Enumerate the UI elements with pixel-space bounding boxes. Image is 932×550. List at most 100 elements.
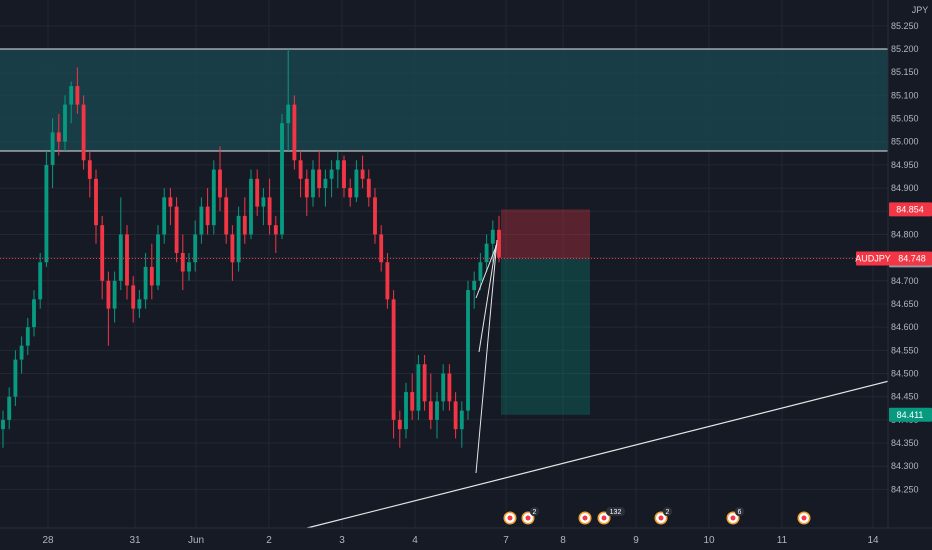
candle-body xyxy=(118,234,123,281)
time-tick-label: 11 xyxy=(777,535,788,546)
candle-body xyxy=(397,419,402,430)
short-position-tool[interactable] xyxy=(501,209,590,415)
candle-body xyxy=(7,396,12,420)
time-tick-label: 10 xyxy=(703,535,715,546)
event-marker-dot xyxy=(525,515,531,521)
candle-body xyxy=(187,262,191,272)
candle-body xyxy=(193,234,198,263)
candle-body xyxy=(44,164,49,263)
time-tick-label: 9 xyxy=(633,535,639,546)
price-tick-label: 84.900 xyxy=(891,183,919,193)
swing-line-c[interactable] xyxy=(478,244,497,353)
candle-body xyxy=(329,169,334,179)
candle-body xyxy=(280,123,284,235)
time-axis-ticks: 28 31 Jun 2 3 4 7 8 9 10 11 14 xyxy=(42,535,879,546)
price-tag-label: 84.854 xyxy=(896,204,924,214)
candle-body xyxy=(490,229,495,244)
candle-body xyxy=(1,419,5,430)
candle-body xyxy=(273,225,278,235)
candle-body xyxy=(497,229,501,258)
price-tick-label: 84.500 xyxy=(891,369,919,379)
candle-body xyxy=(25,327,30,346)
candle-body xyxy=(311,169,315,198)
candle-body xyxy=(298,160,303,179)
candle-body xyxy=(379,234,384,263)
candle-body xyxy=(81,104,86,161)
candle-body xyxy=(249,178,253,235)
resistance-zone-fill xyxy=(0,49,888,151)
candle-body xyxy=(162,197,167,235)
candle-body xyxy=(211,169,216,226)
candle-body xyxy=(466,290,470,411)
candle-body xyxy=(56,132,61,142)
candle-body xyxy=(224,197,229,235)
support-trendline[interactable] xyxy=(306,379,894,529)
event-marker-dot xyxy=(801,515,807,521)
swing-line-a[interactable] xyxy=(475,239,498,474)
event-marker-dot xyxy=(601,515,607,521)
candle-body xyxy=(404,392,408,430)
time-tick-label: 28 xyxy=(42,535,54,546)
candle-body xyxy=(75,86,80,105)
candle-body xyxy=(422,364,427,402)
stop-loss-zone[interactable] xyxy=(501,209,590,259)
take-profit-zone[interactable] xyxy=(501,258,590,415)
time-tick-label: 7 xyxy=(503,535,509,546)
event-badge-bg xyxy=(663,507,672,516)
candle-body xyxy=(348,188,353,198)
event-badge-count: 2 xyxy=(533,509,537,516)
event-marker-dot xyxy=(658,515,664,521)
price-tick-label: 85.150 xyxy=(891,67,919,77)
candle-body xyxy=(447,373,452,402)
resistance-zone xyxy=(0,48,888,152)
swing-line-b[interactable] xyxy=(475,243,498,299)
event-marker-dot xyxy=(582,515,588,521)
price-tick-label: 84.800 xyxy=(891,229,919,239)
candle-body xyxy=(205,206,210,226)
candle-body xyxy=(267,197,272,226)
candle-body xyxy=(255,178,260,207)
candle-body xyxy=(242,215,247,235)
event-markers[interactable]: 2 132 2 6 xyxy=(502,507,812,526)
price-tick-label: 85.250 xyxy=(891,21,919,31)
candle-body xyxy=(261,197,266,207)
candle-body xyxy=(131,285,136,309)
candle-body xyxy=(63,104,67,142)
candle-body xyxy=(292,104,297,161)
price-tick-label: 84.350 xyxy=(891,438,919,448)
candle-body xyxy=(19,345,24,360)
price-tick-label: 84.450 xyxy=(891,392,919,402)
candle-body xyxy=(112,280,117,309)
candle-body xyxy=(125,234,129,286)
event-badge-count: 2 xyxy=(666,509,670,516)
time-axis[interactable] xyxy=(0,528,932,550)
candlestick-series xyxy=(1,49,501,448)
candle-body xyxy=(317,169,322,189)
candle-body xyxy=(435,401,439,420)
candle-body xyxy=(236,215,241,263)
candle-body xyxy=(373,197,377,235)
event-badge-count: 132 xyxy=(610,509,622,516)
candle-body xyxy=(218,169,222,198)
drawing-overlays[interactable] xyxy=(0,239,894,529)
candle-body xyxy=(13,359,18,397)
candle-body xyxy=(342,160,346,189)
event-badge-bg xyxy=(530,507,539,516)
candle-body xyxy=(286,104,291,124)
event-badge-bg xyxy=(606,507,625,516)
price-tick-label: 84.300 xyxy=(891,461,919,471)
candle-body xyxy=(199,206,204,235)
candle-body xyxy=(478,262,483,281)
price-tag-label: 84.411 xyxy=(897,410,924,420)
currency-label: JPY xyxy=(912,5,929,15)
candle-body xyxy=(335,160,340,170)
candle-body xyxy=(143,266,148,300)
candle-body xyxy=(174,206,179,253)
candle-body xyxy=(94,178,98,226)
price-tick-label: 84.550 xyxy=(891,345,919,355)
candle-body xyxy=(360,169,365,179)
candle-body xyxy=(323,178,328,189)
current-price-symbol: AUDJPY xyxy=(855,254,891,264)
time-tick-label: 2 xyxy=(266,535,272,546)
